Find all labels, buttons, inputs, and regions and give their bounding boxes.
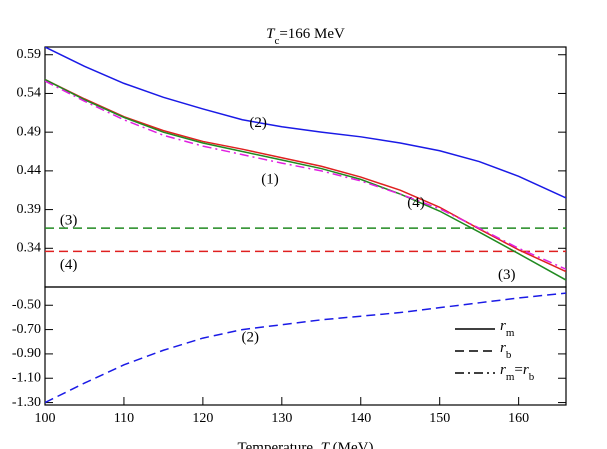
y-tick-label: -0.90 <box>12 346 41 361</box>
x-tick-label: 150 <box>429 411 450 426</box>
series-line <box>45 47 566 199</box>
y-tick-label: -0.70 <box>12 322 41 337</box>
legend-label-part: r <box>500 340 506 356</box>
x-axis-label-part: Temperature, <box>238 440 321 449</box>
chart-title-part: =166 MeV <box>279 26 345 42</box>
y-tick-label: 0.39 <box>17 202 42 217</box>
y-tick-label: -1.10 <box>12 370 41 385</box>
x-tick-label: 100 <box>35 411 56 426</box>
legend-label: rm <box>500 318 515 338</box>
y-tick-label: 0.49 <box>17 124 42 139</box>
annotation: (2) <box>249 115 267 131</box>
plot-frame <box>44 286 567 406</box>
y-tick-label: -0.50 <box>12 297 41 312</box>
x-tick-label: 160 <box>508 411 529 426</box>
legend-label-part: = <box>514 362 522 378</box>
x-axis-label-part: (MeV) <box>329 440 374 449</box>
annotation: (4) <box>407 195 425 211</box>
x-tick-label: 130 <box>271 411 292 426</box>
legend-label-part: r <box>523 362 529 378</box>
y-tick-label: -1.30 <box>12 395 41 410</box>
x-axis-label: Temperature, T (MeV) <box>238 440 374 449</box>
legend-label-part: b <box>529 371 535 383</box>
legend-label-part: b <box>506 349 512 361</box>
x-tick-label: 110 <box>114 411 134 426</box>
y-tick-label: 0.54 <box>17 86 42 101</box>
series-line <box>45 80 566 270</box>
x-tick-label: 140 <box>350 411 371 426</box>
legend-label-part: m <box>506 327 515 339</box>
annotation: (2) <box>241 330 259 346</box>
legend-label: rb <box>500 340 512 360</box>
chart-title-part: T <box>266 26 276 42</box>
y-tick-label: 0.34 <box>17 241 42 256</box>
x-tick-label: 120 <box>192 411 213 426</box>
annotation: (4) <box>60 257 78 273</box>
chart-title-part: c <box>274 35 279 47</box>
series-line <box>45 78 566 281</box>
series-line <box>45 78 566 273</box>
chart-title: Tc=166 MeV <box>266 26 345 46</box>
legend-label: rm=rb <box>500 362 535 382</box>
series-line <box>45 292 566 404</box>
legend-label-part: r <box>500 362 506 378</box>
annotation: (3) <box>60 213 78 229</box>
legend-label-part: m <box>506 371 515 383</box>
x-axis-label-part: T <box>321 440 331 449</box>
legend-label-part: r <box>500 318 506 334</box>
y-tick-label: 0.44 <box>17 163 42 178</box>
annotation: (3) <box>498 267 516 283</box>
annotation: (1) <box>261 172 279 188</box>
y-tick-label: 0.59 <box>17 47 42 62</box>
